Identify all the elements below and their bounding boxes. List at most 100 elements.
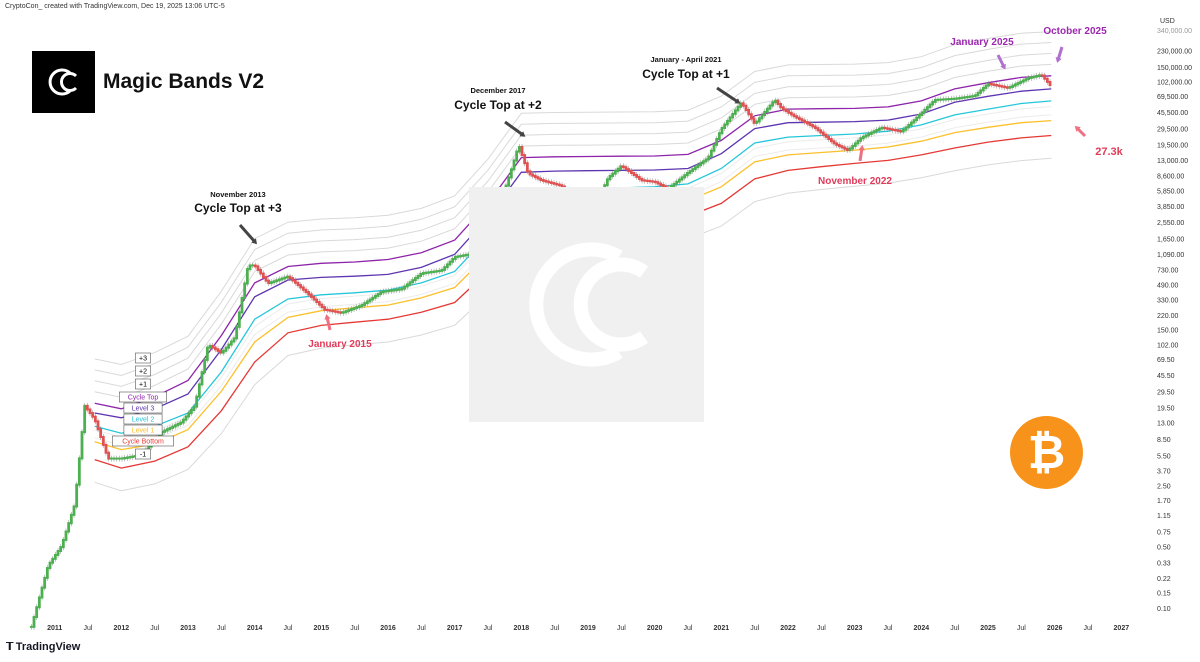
- candle: [856, 139, 860, 145]
- candle: [819, 129, 823, 134]
- candle: [267, 279, 271, 285]
- candle: [832, 140, 836, 145]
- candle: [280, 277, 284, 281]
- candle: [688, 170, 692, 175]
- candle: [848, 147, 852, 151]
- candle: [61, 538, 65, 549]
- candle: [389, 289, 393, 292]
- series-line-cycle-top: [94, 75, 1052, 410]
- x-tick-label: Jul: [684, 625, 693, 632]
- y-tick-label: 45.50: [1157, 373, 1175, 380]
- candle: [32, 616, 36, 628]
- candle: [648, 180, 652, 183]
- y-tick-label: 1.70: [1157, 498, 1171, 505]
- candle: [947, 98, 951, 101]
- candle: [216, 348, 220, 352]
- candle: [1008, 85, 1012, 89]
- band-labels: +3 +2 +1 Cycle Top Level 3 Level 2 Level 1 Cycl…: [112, 352, 174, 460]
- candle: [176, 422, 180, 427]
- band-label-text: +3: [139, 356, 147, 363]
- candle: [123, 456, 127, 460]
- annotation-arrowhead: [324, 314, 331, 320]
- candle: [245, 268, 249, 285]
- candle: [925, 106, 929, 111]
- candle: [352, 307, 356, 311]
- candle: [344, 310, 348, 314]
- band-label-box: [123, 402, 163, 414]
- candle: [333, 310, 337, 313]
- candle: [885, 127, 889, 130]
- candle: [1035, 74, 1039, 78]
- candle: [301, 286, 305, 291]
- annotation-arrowhead: [858, 145, 865, 151]
- candle: [608, 175, 612, 181]
- x-tick-label: Jul: [150, 625, 159, 632]
- tradingview-mark-icon: 𝗧: [6, 641, 14, 653]
- candle: [445, 263, 449, 269]
- candle: [824, 133, 828, 138]
- band-label-text: +1: [139, 382, 147, 389]
- y-tick-label: 220.00: [1157, 313, 1179, 320]
- y-tick-label: 19,500.00: [1157, 142, 1188, 149]
- candle: [187, 412, 191, 418]
- upper-band-line: [94, 63, 1052, 398]
- candle: [912, 119, 916, 124]
- candle: [880, 126, 884, 130]
- candle: [173, 424, 177, 428]
- candle: [179, 421, 183, 425]
- candle: [923, 108, 927, 114]
- candle: [973, 94, 977, 98]
- annotation-label: January 2015: [308, 339, 372, 350]
- candle: [403, 285, 407, 290]
- annotation-arrow: [858, 147, 864, 162]
- candle: [864, 134, 868, 138]
- candle: [781, 106, 785, 111]
- band-label-box: [119, 391, 168, 403]
- candle: [851, 144, 855, 150]
- candle: [205, 346, 209, 361]
- candle: [104, 443, 108, 454]
- candle: [531, 173, 535, 177]
- candle: [920, 111, 924, 116]
- annotation-arrow: [996, 54, 1006, 68]
- candle: [845, 147, 849, 151]
- annotation-arrow: [504, 120, 524, 137]
- candle: [373, 294, 377, 299]
- candle: [184, 415, 188, 421]
- candle: [701, 160, 705, 165]
- candle: [101, 436, 105, 446]
- annotation-title: Cycle Top at +2: [454, 98, 542, 112]
- candle: [277, 278, 281, 282]
- candle: [515, 150, 519, 162]
- candle: [456, 255, 460, 258]
- candle: [939, 98, 943, 101]
- candle: [93, 415, 97, 423]
- band-label-box: [123, 413, 163, 425]
- annotation-arrowhead: [734, 98, 741, 104]
- band-label-box: [135, 365, 151, 377]
- candle: [827, 135, 831, 141]
- candle: [432, 270, 436, 273]
- y-tick-label: 2,550.00: [1157, 220, 1184, 227]
- candle: [283, 276, 287, 280]
- candle: [1043, 74, 1047, 80]
- x-tick-label: 2016: [380, 625, 396, 632]
- candle: [931, 100, 935, 106]
- annotation-subtitle: November 2013: [210, 190, 265, 199]
- annotation-label: October 2025: [1043, 26, 1107, 37]
- candle: [147, 445, 151, 451]
- candle: [523, 154, 527, 165]
- candle: [699, 162, 703, 167]
- band-label-box: [135, 448, 151, 460]
- y-tick-label: 13.00: [1157, 421, 1175, 428]
- candle: [765, 107, 769, 113]
- candle: [957, 97, 961, 100]
- candle: [952, 97, 956, 100]
- y-tick-label: 230,000.00: [1157, 49, 1192, 56]
- candle: [915, 116, 919, 122]
- candle: [680, 176, 684, 181]
- candle: [112, 457, 116, 460]
- candle: [955, 97, 959, 100]
- y-tick-label: 0.75: [1157, 529, 1171, 536]
- candle: [536, 176, 540, 180]
